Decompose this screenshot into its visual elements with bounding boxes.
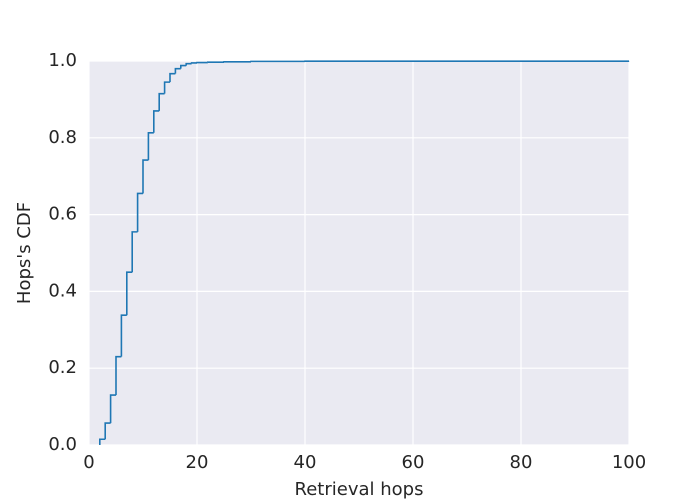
cdf-step — [158, 92, 165, 111]
cdf-step — [104, 422, 111, 440]
y-tick-label: 0.0 — [48, 434, 77, 455]
cdf-step — [109, 394, 116, 424]
x-tick-label: 100 — [612, 452, 646, 473]
plot-area — [89, 61, 629, 445]
cdf-step — [163, 81, 170, 94]
cdf-step — [99, 438, 106, 445]
cdf-step — [147, 132, 154, 161]
x-tick-label: 20 — [186, 452, 209, 473]
y-tick-label: 1.0 — [48, 50, 77, 71]
cdf-step — [131, 231, 138, 273]
y-tick-label: 0.2 — [48, 357, 77, 378]
x-tick-label: 80 — [510, 452, 533, 473]
cdf-step — [142, 159, 149, 194]
x-tick-label: 60 — [402, 452, 425, 473]
cdf-step — [169, 72, 176, 83]
y-axis-label: Hops's CDF — [14, 202, 35, 304]
cdf-step — [120, 314, 127, 357]
y-tick-label: 0.8 — [48, 127, 77, 148]
x-tick-label: 40 — [294, 452, 317, 473]
cdf-step — [126, 271, 133, 316]
cdf-step — [136, 192, 143, 232]
y-tick-label: 0.6 — [48, 204, 77, 225]
cdf-step — [190, 62, 197, 64]
cdf-step — [115, 355, 122, 396]
grid — [88, 60, 630, 446]
cdf-step — [174, 67, 181, 74]
y-tick-label: 0.4 — [48, 280, 77, 301]
x-axis-label: Retrieval hops — [295, 479, 424, 500]
cdf-step — [185, 62, 192, 66]
x-tick-label: 0 — [83, 452, 94, 473]
cdf-step — [180, 64, 187, 69]
marks — [99, 60, 630, 445]
cdf-step — [153, 110, 160, 133]
